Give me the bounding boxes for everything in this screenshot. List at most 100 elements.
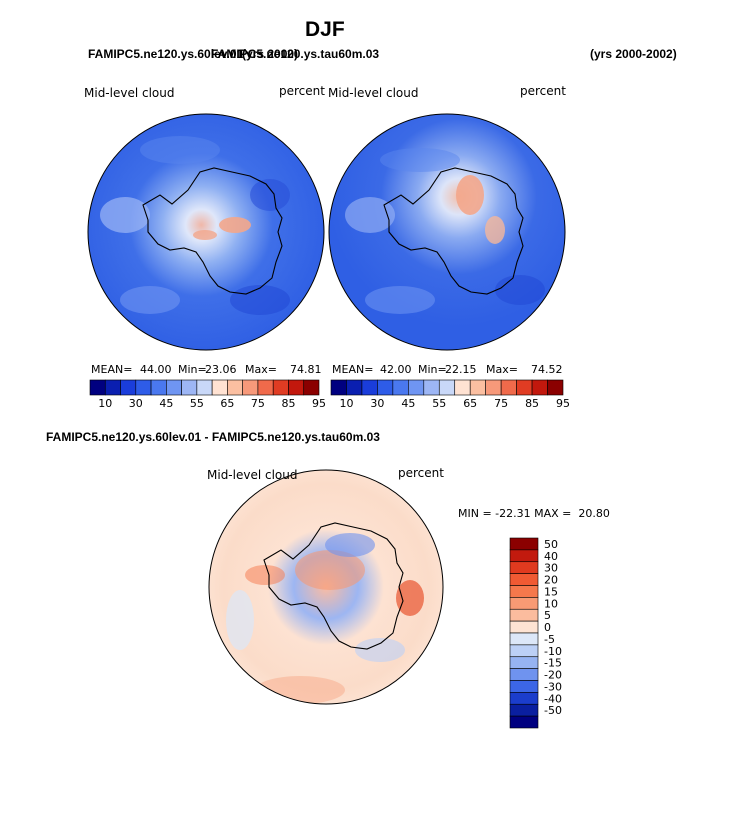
panel-1-variable: Mid-level cloud	[84, 86, 175, 100]
diff-minmax: MIN = -22.31 MAX = 20.80	[458, 507, 610, 520]
colorbar-tick-label: 10	[544, 597, 558, 610]
colorbar-tick-label: 65	[220, 397, 234, 410]
colorbar-swatch	[196, 379, 213, 396]
antarctica-coastline-icon	[263, 522, 404, 650]
colorbar-swatch	[509, 668, 539, 681]
colorbar-swatch	[531, 379, 548, 396]
panel-2-max: 74.52	[531, 363, 563, 376]
case-b-years: (yrs 2000-2002)	[590, 47, 677, 61]
colorbar-swatch	[288, 379, 305, 396]
panel-1-min-label: Min=	[178, 363, 207, 376]
map-panel-diff	[208, 469, 444, 705]
colorbar-swatch	[516, 379, 533, 396]
panel-1-mean-label: MEAN=	[91, 363, 133, 376]
colorbar-swatch	[509, 644, 539, 658]
colorbar-swatch	[509, 573, 539, 586]
colorbar-swatch	[509, 537, 539, 551]
diff-variable: Mid-level cloud	[207, 468, 298, 482]
panel-1-max-label: Max=	[245, 363, 277, 376]
colorbar-panel-1: 10 30 45 55 65 75 85 95	[89, 379, 326, 410]
colorbar-swatch	[104, 379, 121, 396]
colorbar-swatch	[303, 379, 320, 396]
colorbar-swatch	[377, 379, 394, 396]
colorbar-swatch	[150, 379, 167, 396]
colorbar-swatch	[257, 379, 274, 396]
colorbar-tick-label: -40	[544, 692, 562, 705]
colorbar-swatch	[330, 379, 347, 396]
colorbar-tick-label: 55	[190, 397, 204, 410]
panel-2-max-label: Max=	[486, 363, 518, 376]
colorbar-panel-2: 10 30 45 55 65 75 85 95	[330, 379, 570, 410]
map-panel-2	[328, 113, 566, 351]
colorbar-swatch	[392, 379, 409, 396]
case-a-label: FAMIPC5.ne120.ys.60lev.01	[88, 47, 244, 61]
colorbar-tick-label: 75	[494, 397, 508, 410]
colorbar-swatch	[135, 379, 152, 396]
colorbar-swatch	[509, 703, 539, 717]
colorbar-tick-label: 85	[281, 397, 295, 410]
panel-2-mean: 42.00	[380, 363, 412, 376]
colorbar-tick-label: -50	[544, 704, 562, 717]
colorbar-tick-label: 15	[544, 585, 558, 598]
colorbar-tick-label: 10	[98, 397, 112, 410]
case-a-years: (yrs 2000)	[242, 47, 299, 61]
colorbar-tick-label: -5	[544, 633, 555, 646]
colorbar-tick-label: -10	[544, 645, 562, 658]
colorbar-swatch	[509, 692, 539, 705]
colorbar-tick-label: -30	[544, 680, 562, 693]
map-panel-1	[87, 113, 325, 351]
colorbar-swatch	[438, 379, 456, 396]
colorbar-tick-label: 95	[556, 397, 570, 410]
colorbar-swatch	[509, 549, 539, 563]
colorbar-swatch	[89, 379, 106, 396]
colorbar-swatch	[485, 379, 502, 396]
colorbar-swatch	[272, 379, 289, 396]
colorbar-tick-label: 55	[432, 397, 446, 410]
colorbar-swatch	[509, 597, 539, 610]
colorbar-swatch	[509, 715, 539, 729]
panel-1-mean: 44.00	[140, 363, 172, 376]
colorbar-swatch	[120, 379, 137, 396]
colorbar-swatch	[408, 379, 425, 396]
colorbar-swatch	[361, 379, 378, 396]
antarctica-coastline-icon	[383, 167, 524, 295]
colorbar-swatch	[500, 379, 517, 396]
colorbar-tick-label: 75	[251, 397, 265, 410]
colorbar-tick-label: 85	[525, 397, 539, 410]
colorbar-swatch	[454, 379, 471, 396]
panel-2-variable: Mid-level cloud	[328, 86, 419, 100]
panel-1-units: percent	[279, 84, 325, 98]
colorbar-tick-label: 10	[339, 397, 353, 410]
colorbar-swatch	[211, 379, 228, 396]
colorbar-swatch	[469, 379, 486, 396]
colorbar-swatch	[227, 379, 243, 396]
colorbar-tick-label: 50	[544, 538, 558, 551]
colorbar-tick-label: 65	[463, 397, 477, 410]
colorbar-swatch	[509, 632, 539, 646]
panel-2-min-label: Min=	[418, 363, 447, 376]
colorbar-tick-label: 30	[129, 397, 143, 410]
colorbar-tick-label: 20	[544, 574, 558, 587]
panel-2-min: 22.15	[445, 363, 477, 376]
colorbar-swatch	[346, 379, 363, 396]
colorbar-tick-label: -20	[544, 669, 562, 682]
panel-2-mean-label: MEAN=	[332, 363, 374, 376]
colorbar-swatch	[547, 379, 564, 396]
colorbar-swatch	[509, 561, 539, 574]
diff-units: percent	[398, 466, 444, 480]
colorbar-tick-label: 45	[159, 397, 173, 410]
colorbar-swatch	[509, 608, 539, 622]
colorbar-swatch	[509, 620, 539, 634]
colorbar-swatch	[423, 379, 440, 396]
colorbar-swatch	[509, 656, 539, 669]
colorbar-swatch	[166, 379, 182, 396]
panel-2-units: percent	[520, 84, 566, 98]
colorbar-swatch	[509, 680, 539, 693]
page-title: DJF	[305, 18, 345, 41]
panel-1-min: 23.06	[205, 363, 237, 376]
diff-title: FAMIPC5.ne120.ys.60lev.01 - FAMIPC5.ne12…	[46, 430, 380, 444]
colorbar-tick-label: 40	[544, 550, 558, 563]
colorbar-swatch	[509, 585, 539, 598]
